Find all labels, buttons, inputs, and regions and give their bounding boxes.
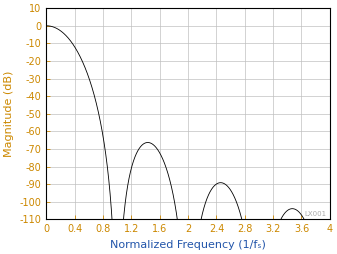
- X-axis label: Normalized Frequency (1/fₛ): Normalized Frequency (1/fₛ): [110, 240, 266, 250]
- Text: LX001: LX001: [305, 211, 327, 217]
- Y-axis label: Magnitude (dB): Magnitude (dB): [4, 71, 14, 157]
